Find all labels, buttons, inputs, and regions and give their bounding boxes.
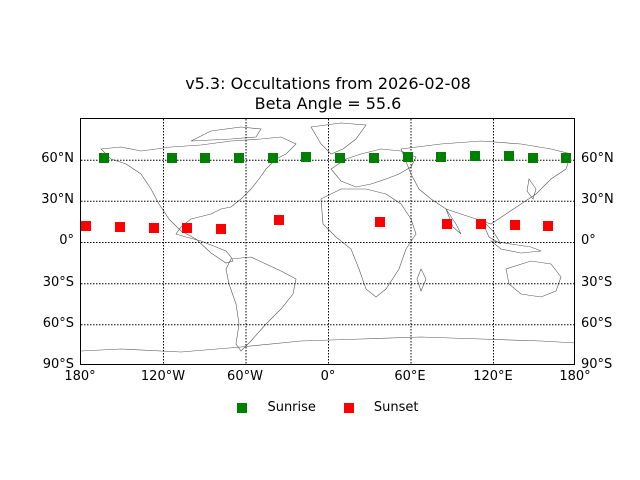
y-tick-label-right: 60°N <box>581 151 614 166</box>
sunrise-marker <box>200 152 211 163</box>
sunset-marker <box>542 221 553 232</box>
chart-title: v5.3: Occultations from 2026-02-08 <box>185 74 471 93</box>
x-tick-label: 180° <box>559 369 591 384</box>
sunset-marker <box>149 222 159 233</box>
sunset-marker <box>274 214 284 225</box>
y-tick-label: 30°S <box>42 275 74 290</box>
sunrise-marker <box>527 152 538 163</box>
world-map <box>81 119 574 364</box>
y-tick-label-right: 60°S <box>581 316 613 331</box>
sunrise-marker <box>369 152 379 163</box>
sunset-marker <box>115 221 126 232</box>
sunset-marker <box>81 221 91 232</box>
sunrise-marker <box>167 152 178 163</box>
sunset-marker <box>375 216 386 227</box>
y-tick-label-right: 90°S <box>581 357 613 372</box>
legend-label-sunrise: Sunrise <box>267 400 316 415</box>
y-tick-label-right: 30°S <box>581 275 613 290</box>
sunrise-marker <box>300 152 311 162</box>
sunrise-marker <box>335 152 346 163</box>
y-tick-label-right: 0° <box>581 233 596 248</box>
map-plot-area <box>80 118 575 365</box>
y-tick-label: 60°N <box>41 151 74 166</box>
sunset-marker <box>182 222 192 233</box>
sunset-marker <box>475 218 486 229</box>
sunrise-marker <box>98 152 109 163</box>
chart-legend: Sunrise Sunset <box>0 400 640 415</box>
legend-item-sunset: Sunset <box>343 400 419 415</box>
x-tick-label: 120°W <box>140 369 186 384</box>
y-tick-label: 0° <box>59 233 74 248</box>
sunset-marker <box>215 224 226 235</box>
sunset-marker-icon <box>343 402 354 413</box>
legend-label-sunset: Sunset <box>373 400 419 415</box>
sunrise-marker <box>233 152 244 163</box>
x-tick-label: 180° <box>64 369 96 384</box>
sunrise-marker-icon <box>237 402 248 413</box>
sunrise-marker <box>402 152 413 162</box>
x-tick-label: 120°E <box>473 369 513 384</box>
x-tick-label: 60°E <box>394 369 426 384</box>
sunrise-marker <box>560 152 571 163</box>
y-tick-label: 60°S <box>42 316 74 331</box>
y-tick-label: 30°N <box>41 192 74 207</box>
chart-subtitle: Beta Angle = 55.6 <box>254 94 402 113</box>
x-tick-label: 60°W <box>227 369 263 384</box>
x-tick-label: 0° <box>320 369 336 384</box>
sunrise-marker <box>469 151 480 162</box>
sunrise-marker <box>435 152 446 162</box>
y-tick-label-right: 30°N <box>581 192 614 207</box>
sunset-marker <box>509 219 520 230</box>
y-tick-label: 90°S <box>42 357 74 372</box>
sunrise-marker <box>267 152 278 163</box>
legend-item-sunrise: Sunrise <box>237 400 316 415</box>
sunrise-marker <box>504 151 515 162</box>
sunset-marker <box>442 218 453 229</box>
